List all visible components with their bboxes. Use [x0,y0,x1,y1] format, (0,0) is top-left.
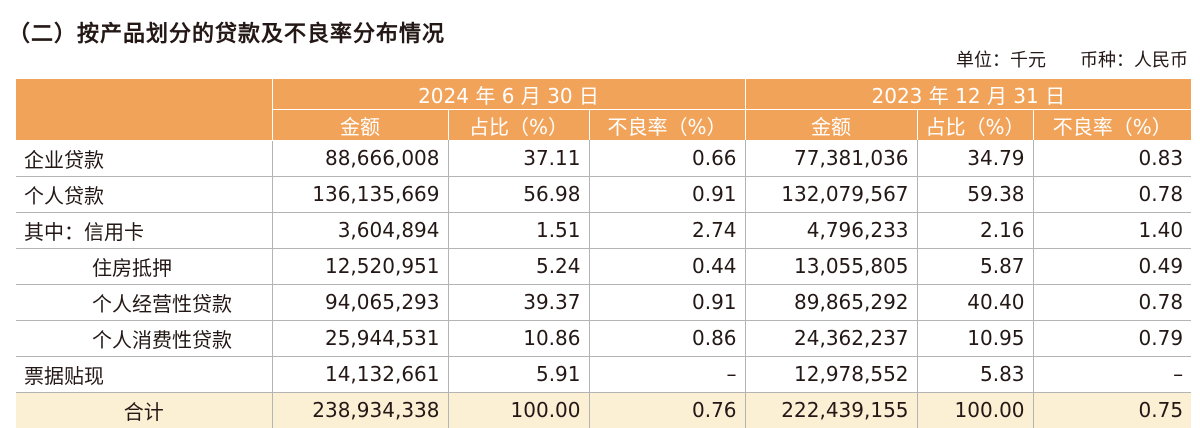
cell-share-2023: 2.16 [916,212,1034,249]
cell-npl-2024: 0.66 [588,140,746,177]
table-row: 其中：信用卡 3,604,894 1.51 2.74 4,796,233 2.16 1.40 [16,212,1192,249]
cell-npl-2024: 0.91 [588,176,746,213]
row-label: 个人经营性贷款 [16,284,272,321]
cell-npl-2024: 0.86 [588,320,746,357]
row-label: 其中：信用卡 [16,212,272,249]
cell-amount-2023: 77,381,036 [744,140,918,177]
cell-npl-2023: 0.79 [1032,320,1192,357]
header-npl-2023: 不良率（%） [1032,109,1192,140]
cell-share-2023: 5.83 [916,356,1034,393]
table-row: 个人消费性贷款 25,944,531 10.86 0.86 24,362,237 10.9… [16,320,1192,357]
cell-share-2024: 5.91 [447,356,589,393]
cell-share-2023: 5.87 [916,248,1034,285]
header-period-2024: 2024 年 6 月 30 日 [271,79,746,110]
table-row: 票据贴现 14,132,661 5.91–12,978,552 5.83– [16,356,1192,393]
cell-amount-2023: 4,796,233 [744,212,918,249]
header-period-2023: 2023 年 12 月 31 日 [744,79,1192,110]
cell-npl-2023: 0.78 [1032,176,1192,213]
header-amount-2024: 金额 [271,109,448,140]
table-body: 企业贷款 88,666,008 37.11 0.66 77,381,036 34.79 0.… [16,140,1192,428]
header-amount-2023: 金额 [744,109,918,140]
table-row: 住房抵押 12,520,951 5.24 0.44 13,055,805 5.87 0.49 [16,248,1192,285]
row-label: 个人消费性贷款 [16,320,272,357]
cell-share-2024: 37.11 [447,140,589,177]
header-npl-2024: 不良率（%） [588,109,746,140]
cell-share-2023: 34.79 [916,140,1034,177]
cell-amount-2023: 12,978,552 [744,356,918,393]
cell-npl-2024: 2.74 [588,212,746,249]
table-row: 个人贷款 136,135,669 56.98 0.91 132,079,567 59.38… [16,176,1192,213]
cell-npl-2024: – [588,356,746,393]
cell-share-2023: 59.38 [916,176,1034,213]
cell-share-2023: 10.95 [916,320,1034,357]
row-label: 票据贴现 [16,356,272,393]
row-label: 企业贷款 [16,140,272,177]
cell-npl-2024: 0.44 [588,248,746,285]
cell-amount-2024: 136,135,669 [271,176,448,213]
cell-npl-2023: 0.49 [1032,248,1192,285]
row-label: 住房抵押 [16,248,272,285]
table-row: 合计 238,934,338 100.00 0.76 222,439,155 100.00… [16,392,1192,428]
table-row: 企业贷款 88,666,008 37.11 0.66 77,381,036 34.79 0.… [16,140,1192,177]
cell-amount-2023: 24,362,237 [744,320,918,357]
cell-share-2024: 10.86 [447,320,589,357]
cell-amount-2023: 89,865,292 [744,284,918,321]
currency-label: 币种：人民币 [1080,50,1188,71]
cell-amount-2024: 88,666,008 [271,140,448,177]
row-label: 个人贷款 [16,176,272,213]
cell-amount-2023: 222,439,155 [744,392,918,428]
cell-amount-2024: 3,604,894 [271,212,448,249]
cell-share-2023: 100.00 [916,392,1034,428]
cell-npl-2023: 0.83 [1032,140,1192,177]
cell-share-2024: 39.37 [447,284,589,321]
table-row: 个人经营性贷款 94,065,293 39.37 0.91 89,865,292 40.4… [16,284,1192,321]
cell-npl-2024: 0.91 [588,284,746,321]
cell-share-2024: 1.51 [447,212,589,249]
cell-amount-2023: 13,055,805 [744,248,918,285]
cell-share-2024: 56.98 [447,176,589,213]
cell-npl-2023: – [1032,356,1192,393]
cell-npl-2024: 0.76 [588,392,746,428]
loan-distribution-table: 2024 年 6 月 30 日 2023 年 12 月 31 日 金额 占比（%… [16,79,1192,428]
cell-amount-2024: 238,934,338 [271,392,448,428]
cell-npl-2023: 0.75 [1032,392,1192,428]
cell-amount-2024: 25,944,531 [271,320,448,357]
unit-note: 单位：千元 币种：人民币 [922,46,1188,72]
cell-share-2023: 40.40 [916,284,1034,321]
cell-amount-2024: 14,132,661 [271,356,448,393]
cell-npl-2023: 0.78 [1032,284,1192,321]
header-corner [16,79,272,141]
header-share-2024: 占比（%） [447,109,589,140]
cell-npl-2023: 1.40 [1032,212,1192,249]
cell-share-2024: 100.00 [447,392,589,428]
header-share-2023: 占比（%） [916,109,1034,140]
page-title: （二）按产品划分的贷款及不良率分布情况 [8,22,446,47]
row-label: 合计 [16,392,272,428]
unit-label: 单位：千元 [956,50,1046,71]
cell-amount-2023: 132,079,567 [744,176,918,213]
cell-share-2024: 5.24 [447,248,589,285]
cell-amount-2024: 94,065,293 [271,284,448,321]
cell-amount-2024: 12,520,951 [271,248,448,285]
